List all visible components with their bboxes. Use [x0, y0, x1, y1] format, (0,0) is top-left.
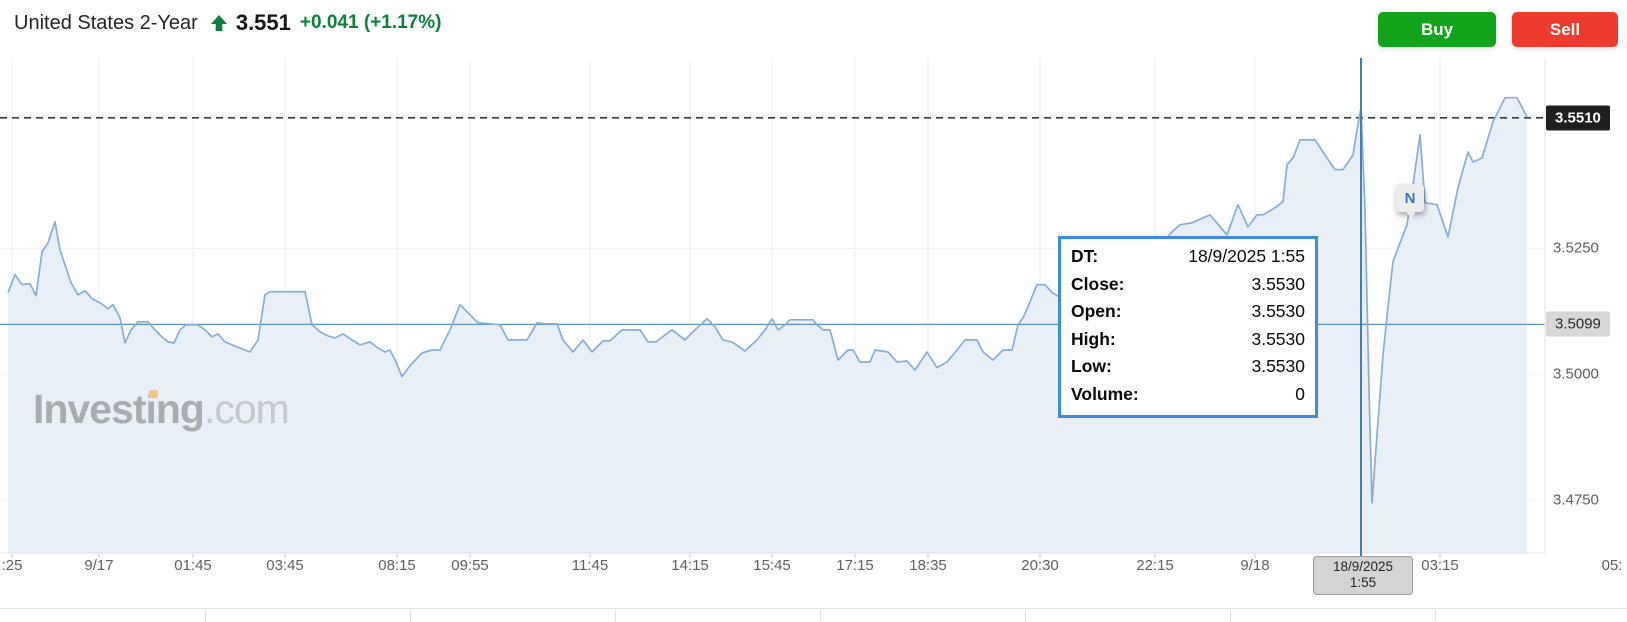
bottom-strip-divider [205, 610, 206, 622]
x-axis-label-9: 17:15 [836, 557, 874, 574]
sell-button[interactable]: Sell [1512, 12, 1618, 47]
x-axis-label-10: 18:35 [909, 557, 947, 574]
change-value: +0.041 [299, 12, 359, 33]
tooltip-label: High: [1071, 328, 1116, 349]
tooltip-value: 3.5530 [1251, 328, 1305, 349]
ohlc-tooltip: DT: 18/9/2025 1:55 Close: 3.5530 Open: 3.5530… [1058, 236, 1318, 418]
watermark-orange-dot [149, 390, 158, 398]
tooltip-value: 3.5530 [1251, 356, 1305, 376]
instrument-header: United States 2-Year 3.551 +0.041 (+1.17… [0, 0, 1627, 58]
bottom-strip-divider [1435, 610, 1436, 622]
tooltip-label: Low: [1071, 356, 1112, 376]
bottom-table-strip [0, 608, 1627, 622]
current-price-badge: 3.5510 [1546, 105, 1610, 131]
tooltip-row-4: Low: 3.5530 [1071, 356, 1305, 384]
price-up-arrow-icon [210, 15, 227, 31]
instrument-title: United States 2-Year [14, 11, 198, 34]
crosshair-date: 18/9/2025 [1332, 559, 1394, 574]
tooltip-label: Open: [1071, 301, 1122, 321]
tooltip-row-0: DT: 18/9/2025 1:55 [1071, 246, 1305, 274]
bottom-strip-divider [1025, 610, 1026, 622]
price-change: +0.041 (+1.17%) [300, 12, 442, 34]
change-percent: (+1.17%) [363, 12, 442, 33]
news-event-marker[interactable]: N [1396, 184, 1424, 219]
y-axis-label-0: 3.5250 [1553, 239, 1599, 257]
tooltip-value: 3.5530 [1251, 301, 1305, 321]
x-axis-label-1: 9/17 [84, 557, 114, 574]
tooltip-label: Volume: [1071, 383, 1139, 404]
tooltip-row-3: High: 3.5530 [1071, 329, 1305, 357]
y-axis-label-2: 3.4750 [1553, 491, 1599, 509]
watermark-brand-text: Investing [33, 386, 205, 432]
crosshair-date-label: 18/9/2025 1:55 [1313, 556, 1413, 595]
x-axis-label-12: 22:15 [1136, 557, 1174, 574]
x-axis-label-4: 08:15 [378, 557, 416, 574]
x-axis-label-14: 03:15 [1421, 557, 1459, 574]
tooltip-label: DT: [1071, 246, 1099, 266]
bottom-strip-divider [410, 610, 411, 622]
x-axis-label-0: :25 [1, 557, 23, 574]
x-axis-label-2: 01:45 [174, 557, 212, 574]
news-marker-letter: N [1404, 189, 1416, 207]
prev-close-badge: 3.5099 [1546, 311, 1610, 337]
bottom-strip-divider [820, 610, 821, 622]
crosshair-time: 1:55 [1349, 575, 1377, 590]
tooltip-value: 3.5530 [1251, 273, 1305, 294]
tooltip-label: Close: [1071, 273, 1125, 294]
x-axis-label-6: 11:45 [571, 557, 609, 574]
x-axis-label-5: 09:55 [451, 557, 489, 574]
investing-watermark-logo: Investing.com [33, 386, 290, 433]
bottom-strip-divider [615, 610, 616, 622]
x-axis-label-8: 15:45 [753, 557, 791, 574]
tooltip-value: 18/9/2025 1:55 [1188, 246, 1305, 266]
tooltip-row-2: Open: 3.5530 [1071, 301, 1305, 329]
tooltip-row-1: Close: 3.5530 [1071, 274, 1305, 302]
x-axis-label-13: 9/18 [1240, 557, 1270, 574]
x-axis-label-7: 14:15 [671, 557, 709, 574]
buy-button[interactable]: Buy [1378, 12, 1496, 47]
last-price: 3.551 [235, 10, 291, 35]
tooltip-value: 0 [1295, 383, 1305, 404]
bottom-strip-divider [1230, 610, 1231, 622]
news-marker-pointer [1406, 211, 1416, 219]
x-axis-label-3: 03:45 [266, 557, 304, 574]
y-axis-label-1: 3.5000 [1553, 365, 1599, 383]
x-axis-label-11: 20:30 [1021, 557, 1059, 574]
tooltip-row-5: Volume: 0 [1071, 384, 1305, 412]
watermark-suffix-text: .com [203, 386, 290, 432]
x-axis-label-15: 05: [1601, 557, 1623, 574]
